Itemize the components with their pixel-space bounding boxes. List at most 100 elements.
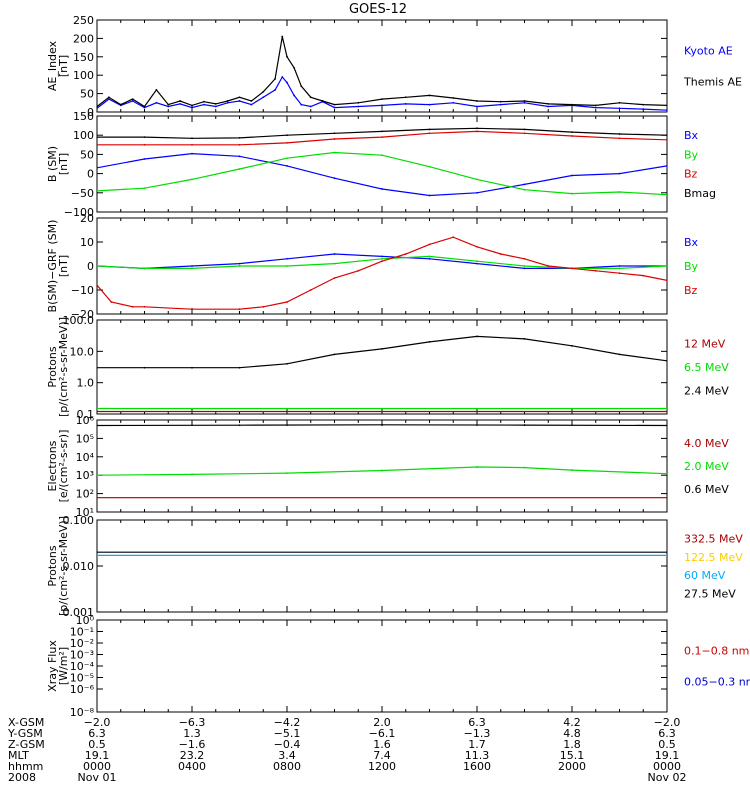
panel-frame — [96, 519, 668, 613]
y-axis-label: AE_Index — [46, 40, 59, 91]
data-point — [666, 424, 667, 427]
x-axis-value: 0000 — [653, 760, 681, 773]
data-point — [179, 100, 182, 102]
x-axis-value: 23.2 — [180, 749, 205, 762]
data-point — [452, 101, 455, 104]
y-tick-label: 150 — [73, 51, 94, 64]
legend-entry: 12 MeV — [684, 338, 726, 351]
data-point — [523, 188, 526, 191]
data-point — [523, 337, 526, 340]
y-axis-label: [e/(cm²-s-sr)] — [57, 430, 70, 503]
x-axis-value: 0400 — [178, 760, 206, 773]
data-point — [97, 551, 98, 554]
x-axis-value: 1.7 — [468, 738, 486, 751]
x-axis-row-label: Z-GSM — [8, 738, 45, 751]
data-point — [286, 157, 288, 160]
data-point — [523, 100, 526, 102]
panel-frame — [96, 319, 668, 415]
legend-entry: By — [684, 260, 699, 273]
data-point — [191, 152, 193, 155]
data-point — [238, 262, 241, 265]
y-axis-label: B(SM)−GRF (SM) — [46, 220, 59, 313]
data-point — [155, 101, 158, 104]
data-point — [428, 257, 431, 260]
legend-entry: 6.5 MeV — [684, 361, 729, 374]
data-point — [143, 143, 146, 146]
panel-frame — [96, 19, 668, 113]
y-tick-label: −50 — [71, 187, 94, 200]
data-point — [476, 130, 478, 133]
y-tick-label: 10⁻⁸ — [70, 706, 95, 719]
y-tick-label: 0.010 — [63, 560, 95, 573]
data-point — [143, 187, 146, 190]
data-point — [97, 554, 98, 557]
data-point — [571, 135, 573, 137]
data-point — [191, 178, 193, 181]
data-point — [618, 191, 621, 193]
x-axis-value: 7.4 — [373, 749, 391, 762]
legend-entry: 2.4 MeV — [684, 385, 729, 398]
data-point — [333, 132, 336, 135]
data-point — [476, 100, 478, 102]
data-point — [286, 362, 288, 365]
data-point — [499, 253, 502, 255]
data-point — [476, 335, 478, 338]
data-point — [238, 96, 241, 99]
y-tick-label: 10⁶ — [76, 414, 95, 427]
data-point — [238, 168, 241, 170]
data-point — [666, 265, 667, 267]
data-point — [97, 474, 98, 477]
y-tick-label: 100 — [73, 129, 94, 142]
data-point — [357, 101, 360, 104]
legend-entry: 332.5 MeV — [684, 532, 743, 545]
data-point — [618, 265, 621, 267]
x-axis-value: 1200 — [368, 760, 396, 773]
x-axis-value: −2.0 — [654, 716, 681, 729]
x-axis-value: −5.1 — [274, 727, 301, 740]
data-point — [594, 269, 597, 272]
x-axis-row-label: hhmm — [8, 760, 43, 773]
x-axis-value: 15.1 — [560, 749, 585, 762]
data-point — [571, 344, 573, 347]
data-point — [293, 66, 296, 69]
y-tick-label: 10⁻¹ — [70, 626, 94, 639]
y-tick-label: 10⁻⁶ — [70, 683, 95, 696]
data-point — [381, 347, 383, 350]
data-point — [523, 466, 526, 469]
data-point — [618, 267, 621, 270]
y-tick-label: 1.0 — [77, 377, 95, 390]
data-point — [143, 267, 146, 270]
series-line — [97, 236, 667, 310]
data-point — [333, 353, 336, 356]
data-point — [286, 301, 288, 303]
x-axis-value: 1.3 — [183, 727, 201, 740]
data-point — [381, 255, 383, 258]
data-point — [523, 128, 526, 131]
data-point — [333, 253, 336, 255]
x-axis-value: 11.3 — [465, 749, 490, 762]
data-point — [281, 76, 284, 78]
data-point — [571, 469, 573, 471]
legend-entry: 4.0 MeV — [684, 437, 729, 450]
data-point — [333, 277, 336, 279]
data-point — [300, 103, 303, 106]
y-tick-label: 10⁻⁴ — [70, 660, 95, 673]
data-point — [428, 194, 431, 197]
y-tick-label: 250 — [73, 14, 94, 27]
data-point — [309, 96, 312, 99]
data-point — [274, 77, 277, 80]
data-point — [333, 106, 336, 109]
data-point — [523, 132, 526, 135]
data-point — [167, 105, 170, 108]
data-point — [381, 104, 383, 107]
x-axis-table: X-GSMY-GSMZ-GSMMLThhmm2008−2.06.30.519.1… — [7, 716, 686, 784]
data-point — [286, 472, 288, 475]
data-point — [97, 105, 98, 108]
data-point — [262, 96, 265, 99]
y-axis-label: [p/(cm²-s-sr-MeV)] — [57, 317, 70, 417]
data-point — [357, 105, 360, 108]
y-tick-label: 10¹ — [76, 506, 94, 519]
x-axis-value: 2.0 — [373, 716, 391, 729]
data-point — [97, 166, 98, 169]
data-point — [476, 178, 478, 181]
